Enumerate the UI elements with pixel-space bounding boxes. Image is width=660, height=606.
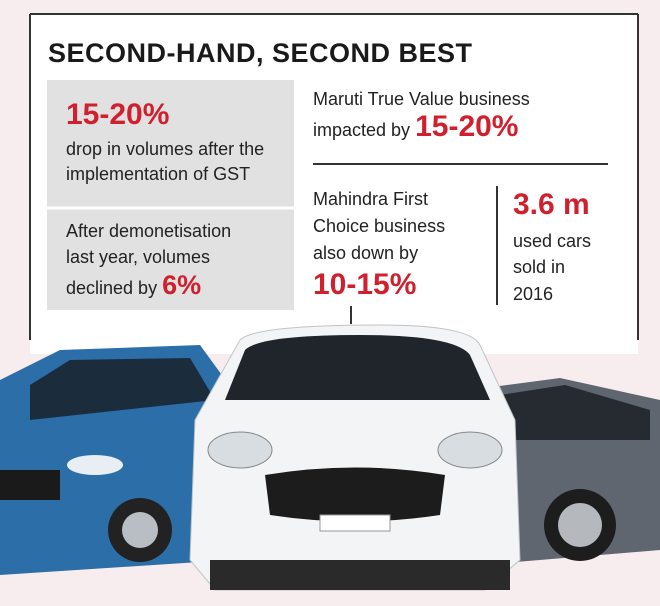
maruti-row: impacted by 15-20%	[313, 110, 518, 144]
title: SECOND-HAND, SECOND BEST	[48, 38, 473, 68]
mahindra-line: Choice business	[313, 216, 446, 236]
used-cars-figure: 3.6 m	[513, 188, 590, 221]
demonetisation-line: declined by	[66, 278, 158, 298]
demonetisation-figure: 6%	[162, 270, 202, 300]
white-car	[189, 324, 521, 591]
mahindra-line: Mahindra First	[313, 189, 429, 209]
mahindra-figure: 10-15%	[313, 268, 417, 301]
maruti-figure: 15-20%	[415, 110, 519, 143]
used-cars-line: 2016	[513, 284, 554, 304]
demonetisation-line: After demonetisation	[66, 221, 232, 241]
blue-car	[0, 345, 250, 575]
used-cars-line: sold in	[513, 257, 566, 277]
demonetisation-line: last year, volumes	[66, 247, 211, 267]
grey-panel	[47, 80, 294, 310]
gst-line: implementation of GST	[66, 164, 251, 184]
gst-line: drop in volumes after the	[66, 139, 265, 159]
demonetisation-row: declined by 6%	[66, 272, 201, 301]
maruti-line: impacted by	[313, 120, 411, 140]
gst-figure: 15-20%	[66, 98, 170, 131]
used-cars-line: used cars	[513, 231, 592, 251]
mahindra-line: also down by	[313, 243, 419, 263]
maruti-line: Maruti True Value business	[313, 89, 530, 109]
